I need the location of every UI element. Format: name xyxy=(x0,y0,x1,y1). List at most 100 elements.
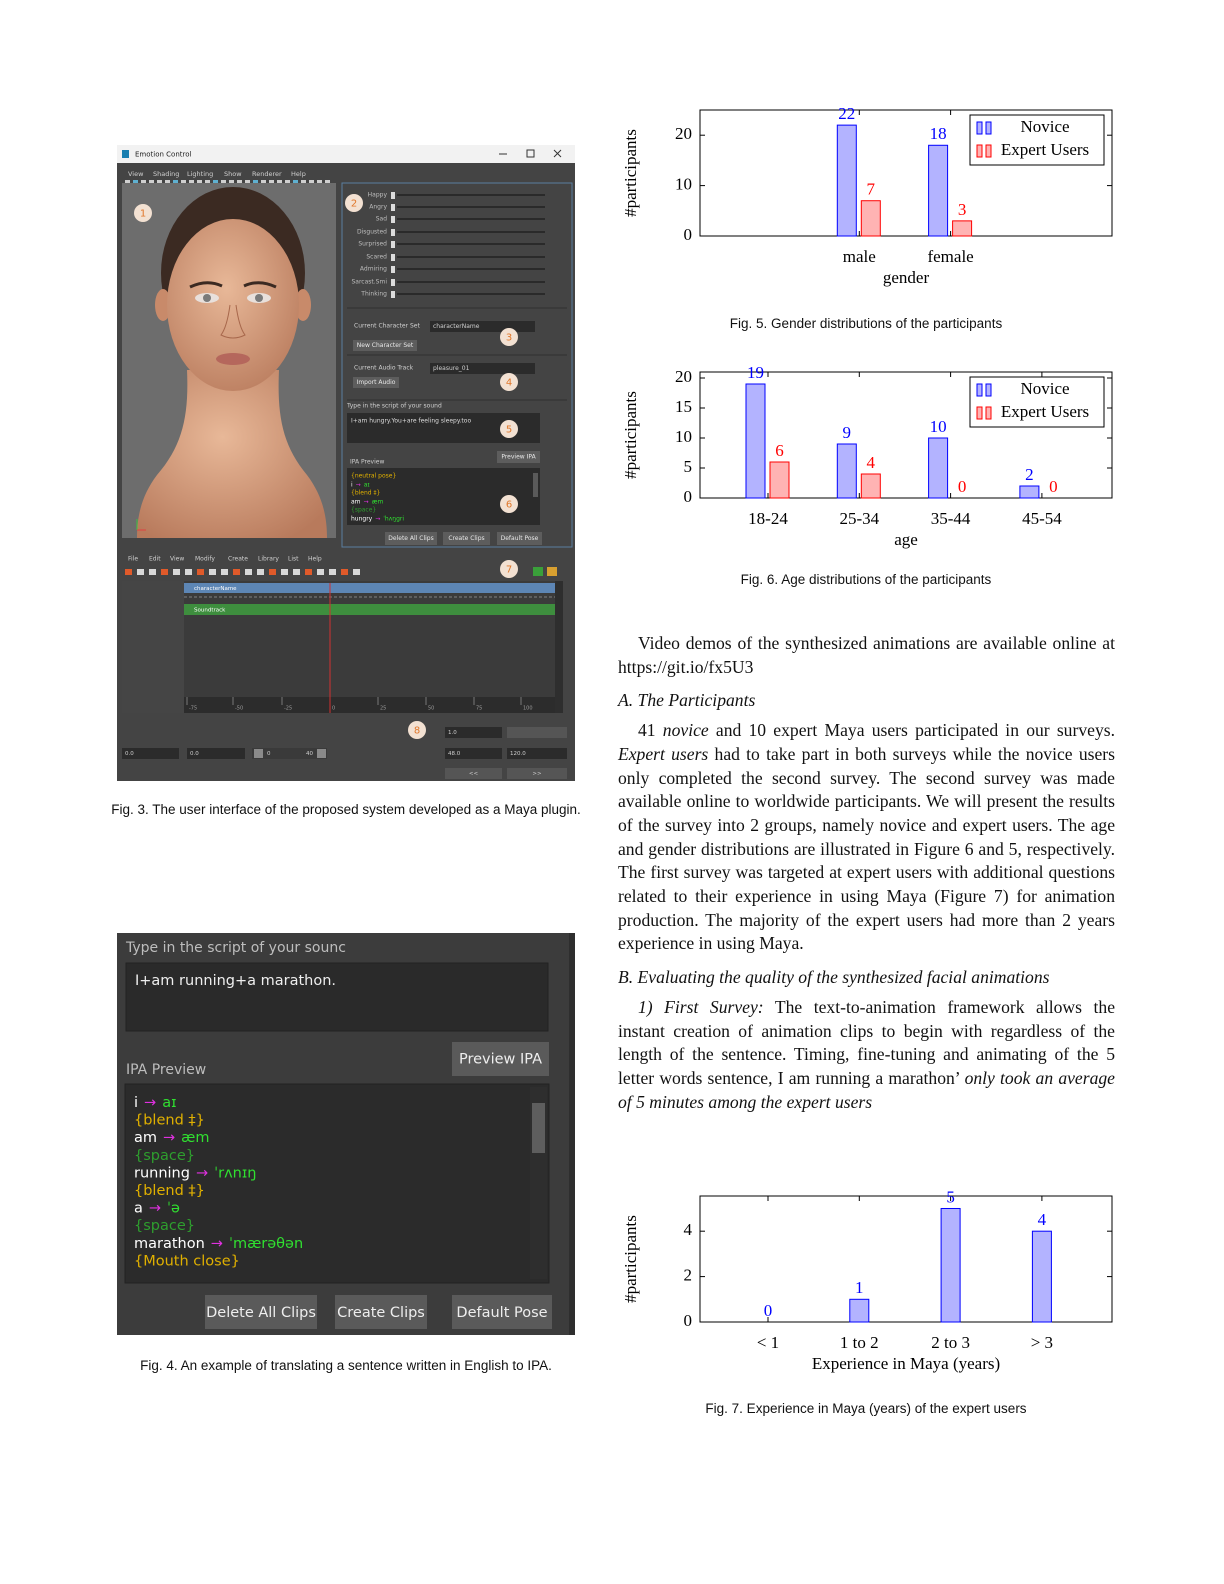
ipa-arrow: → xyxy=(196,1165,208,1181)
button xyxy=(497,532,542,545)
ipa-line: a → ˈə xyxy=(134,1201,180,1217)
value-label: 0 xyxy=(764,1301,773,1320)
toolbar-icon xyxy=(197,569,204,575)
toolbar-icon xyxy=(149,569,156,575)
x-axis-label: Experience in Maya (years) xyxy=(812,1354,1000,1373)
ipa-arrow: → xyxy=(375,515,380,522)
input-field xyxy=(187,748,245,759)
ruler-label: 25 xyxy=(380,706,386,712)
ipa-arrow: → xyxy=(356,481,361,488)
ipa-line: running → ˈrʌnɪŋ xyxy=(134,1165,256,1181)
toolbar-icon xyxy=(533,567,543,576)
bar xyxy=(769,461,790,499)
y-axis-label: #participants xyxy=(621,1215,640,1303)
input-field xyxy=(122,748,179,759)
legend-label: Novice xyxy=(1020,379,1069,398)
slider-value: 0 xyxy=(267,751,271,757)
iris xyxy=(255,294,263,302)
x-tick-label: 35-44 xyxy=(931,509,971,528)
field-label: Current Character Set xyxy=(354,323,420,330)
ipa-arrow: → xyxy=(211,1236,223,1252)
toolbar-icon xyxy=(293,569,300,575)
menu-item: Help xyxy=(308,556,322,563)
text-run: only took an average of 5 minutes among … xyxy=(618,1067,1115,1112)
ear xyxy=(295,289,311,321)
bar xyxy=(1031,1230,1052,1323)
menu-item: Create xyxy=(228,556,248,563)
menu-item: File xyxy=(128,556,138,563)
callout-number: 8 xyxy=(414,726,420,737)
x-tick-label: > 3 xyxy=(1031,1333,1053,1352)
value-label: 0 xyxy=(958,477,967,496)
field-label: Type in the script of your sounc xyxy=(125,940,346,956)
slider-handle xyxy=(391,204,395,211)
emotion-label: Sarcast.Smi xyxy=(351,279,387,286)
ipa-phonemes: ˈhʌŋɡri xyxy=(383,515,404,522)
ipa-box xyxy=(124,1083,550,1284)
ipa-tag: {neutral pose} xyxy=(351,473,396,480)
ipa-word: running xyxy=(134,1165,190,1181)
panel-edge xyxy=(569,933,575,1335)
script-text: I+am running+a marathon. xyxy=(135,973,336,989)
bar-chart: 05101520#participantsage18-2419625-34943… xyxy=(621,363,1113,549)
bar xyxy=(952,220,973,237)
slider-handle xyxy=(391,229,395,236)
bar-chart: 0 2 4 #participants Experience in Maya (year… xyxy=(621,1187,1113,1373)
emotion-label: Surprised xyxy=(358,241,387,248)
ipa-word: i xyxy=(134,1095,138,1111)
ipa-word: a xyxy=(134,1201,143,1217)
callout-marker xyxy=(500,328,518,346)
callout-number: 1 xyxy=(140,209,146,220)
button-label: Default Pose xyxy=(456,1305,547,1321)
control-panel xyxy=(341,182,573,548)
slider-value: 40 xyxy=(306,751,313,757)
figure-caption: Fig. 7. Experience in Maya (years) of th… xyxy=(705,1401,1027,1416)
toolbar-icon xyxy=(173,569,180,575)
text-run: novice xyxy=(662,720,709,741)
callout-marker xyxy=(345,194,363,212)
bar xyxy=(745,383,766,499)
ipa-arrow: → xyxy=(364,498,369,505)
y-tick-label: 10 xyxy=(675,427,692,446)
x-tick-label: 45-54 xyxy=(1022,509,1062,528)
plot-frame xyxy=(699,109,1113,237)
value-label: 9 xyxy=(843,423,852,442)
ipa-word: marathon xyxy=(134,1236,205,1252)
track-name: characterName xyxy=(194,586,237,592)
ipa-word: am xyxy=(351,498,361,505)
ruler-label: 50 xyxy=(428,706,434,712)
toolbar-icon xyxy=(341,569,348,575)
brow xyxy=(243,281,277,289)
brow xyxy=(189,281,223,289)
section-heading: A. The Participants xyxy=(618,690,756,711)
toolbar-icon xyxy=(185,569,192,575)
slider xyxy=(252,748,327,759)
legend-swatch xyxy=(985,383,992,397)
button-label: Create Clips xyxy=(448,535,484,542)
callout-number: 2 xyxy=(351,199,357,210)
ipa-arrow: → xyxy=(163,1130,175,1146)
text-box xyxy=(125,962,549,1032)
menu-item: Renderer xyxy=(252,170,282,178)
value-label: 2 xyxy=(1025,465,1034,484)
callout-marker xyxy=(500,420,518,438)
y-tick-label: 10 xyxy=(675,175,692,194)
button-label: Create Clips xyxy=(337,1305,425,1321)
ipa-arrow: → xyxy=(144,1095,156,1111)
callout-marker xyxy=(500,560,518,578)
legend-label: Expert Users xyxy=(1001,140,1089,159)
bar xyxy=(849,1298,870,1323)
ipa-line: i → aɪ xyxy=(134,1095,176,1111)
value-label: 1 xyxy=(855,1278,864,1297)
button xyxy=(443,532,490,545)
y-tick-label: 0 xyxy=(684,1311,693,1330)
text-run: 41 xyxy=(638,720,663,741)
ipa-phonemes: ˈrʌnɪŋ xyxy=(214,1165,256,1181)
field-label: IPA Preview xyxy=(350,459,384,466)
button xyxy=(497,451,540,463)
y-tick-label: 15 xyxy=(675,397,692,416)
menu-item: Show xyxy=(224,170,242,178)
bar xyxy=(928,437,949,499)
value-label: 7 xyxy=(867,180,876,199)
